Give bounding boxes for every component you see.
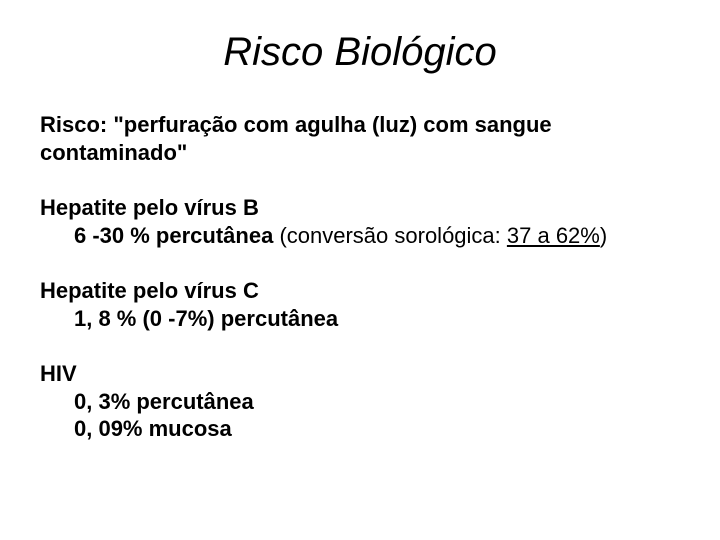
hep-b-paren-open: (conversão sorológica: [279, 223, 506, 248]
hep-c-heading: Hepatite pelo vírus C [40, 278, 259, 303]
hiv-block: HIV 0, 3% percutânea 0, 09% mucosa [40, 360, 680, 443]
hep-b-line: 6 -30 % percutânea (conversão sorológica… [40, 222, 680, 250]
slide-title: Risco Biológico [40, 30, 680, 75]
hiv-line1: 0, 3% percutânea [40, 388, 680, 416]
hep-b-highlight: 37 a 62% [507, 223, 600, 248]
hep-c-line: 1, 8 % (0 -7%) percutânea [40, 305, 680, 333]
risco-text: "perfuração com agulha (luz) com sangue … [40, 112, 552, 165]
hep-b-paren-close: ) [600, 223, 607, 248]
hep-b-prefix: 6 -30 % percutânea [74, 223, 279, 248]
risco-label: Risco: [40, 112, 113, 137]
hep-b-heading: Hepatite pelo vírus B [40, 195, 259, 220]
hiv-heading: HIV [40, 361, 77, 386]
hiv-line2: 0, 09% mucosa [40, 415, 680, 443]
hep-b-block: Hepatite pelo vírus B 6 -30 % percutânea… [40, 194, 680, 249]
slide: Risco Biológico Risco: "perfuração com a… [0, 0, 720, 540]
risco-block: Risco: "perfuração com agulha (luz) com … [40, 111, 680, 166]
hep-c-block: Hepatite pelo vírus C 1, 8 % (0 -7%) per… [40, 277, 680, 332]
